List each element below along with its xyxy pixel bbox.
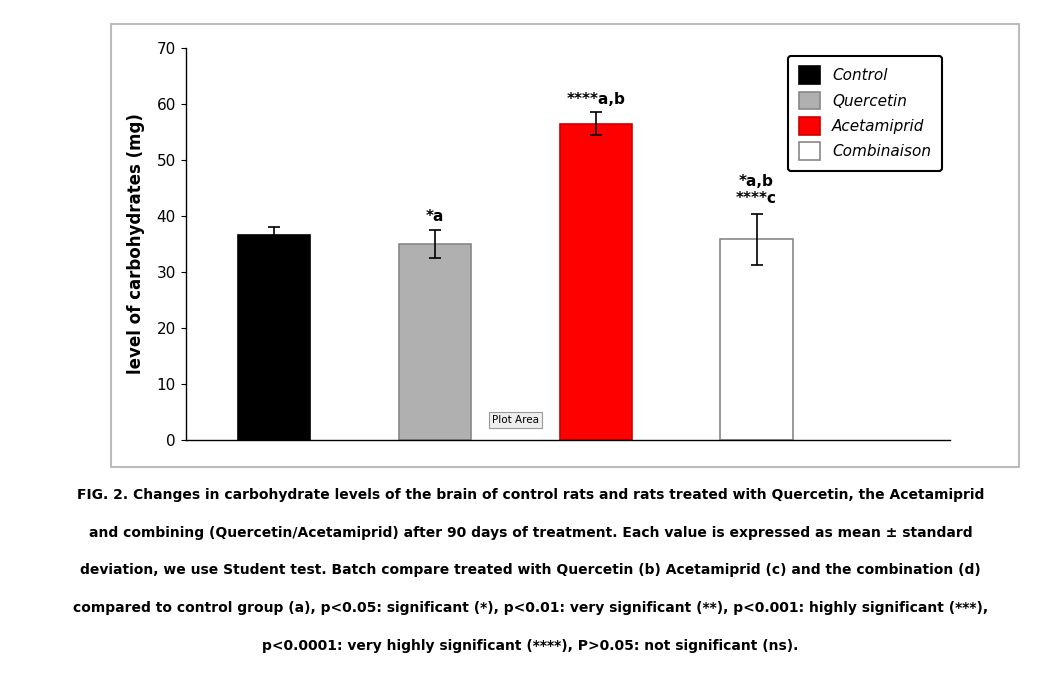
Text: *a: *a xyxy=(425,210,445,224)
Text: deviation, we use Student test. Batch compare treated with Quercetin (b) Acetami: deviation, we use Student test. Batch co… xyxy=(81,563,980,577)
Y-axis label: level of carbohydrates (mg): level of carbohydrates (mg) xyxy=(127,113,145,374)
Text: and combining (Quercetin/Acetamiprid) after 90 days of treatment. Each value is : and combining (Quercetin/Acetamiprid) af… xyxy=(89,526,972,539)
Bar xyxy=(720,239,793,440)
Text: ****a,b: ****a,b xyxy=(567,92,625,107)
Legend: Control, Quercetin, Acetamiprid, Combinaison: Control, Quercetin, Acetamiprid, Combina… xyxy=(788,56,942,170)
Bar xyxy=(559,124,632,440)
Text: Plot Area: Plot Area xyxy=(492,415,539,425)
Text: p<0.0001: very highly significant (****), P>0.05: not significant (ns).: p<0.0001: very highly significant (****)… xyxy=(262,639,799,653)
Text: compared to control group (a), p<0.05: significant (*), p<0.01: very significant: compared to control group (a), p<0.05: s… xyxy=(73,601,988,615)
Text: FIG. 2. Changes in carbohydrate levels of the brain of control rats and rats tre: FIG. 2. Changes in carbohydrate levels o… xyxy=(76,488,985,502)
Text: ****c: ****c xyxy=(736,191,777,206)
Text: *a,b: *a,b xyxy=(740,174,775,189)
Bar xyxy=(399,244,471,440)
Bar xyxy=(238,236,310,440)
